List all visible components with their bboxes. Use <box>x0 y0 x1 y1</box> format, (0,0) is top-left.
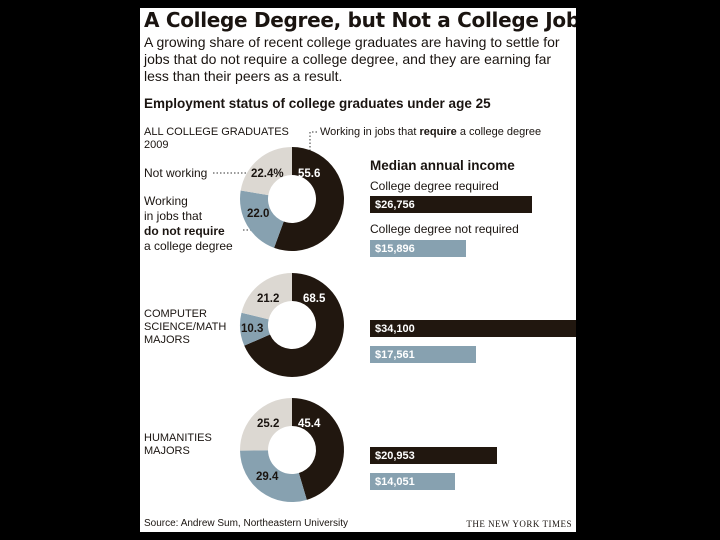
donut-slice-require <box>292 398 344 500</box>
value-label-not-require: 22.0 <box>247 208 270 220</box>
donut-humanities <box>240 398 344 502</box>
donut-slice-require <box>244 273 344 377</box>
donut-slice-not-require <box>240 312 270 346</box>
value-label-not-require: 10.3 <box>241 323 264 335</box>
credit-logo: THE NEW YORK TIMES <box>466 519 572 529</box>
label-not-require: Working in jobs that do not require a co… <box>144 194 233 254</box>
income-bar-label: $14,051 <box>375 476 415 488</box>
income-bar-label: $17,561 <box>375 349 415 361</box>
income-bar-label: $34,100 <box>375 323 415 335</box>
income-bar-label: $26,756 <box>375 199 415 211</box>
income-bar-required: $26,756 <box>370 196 532 213</box>
income-label-not-required: College degree not required <box>370 222 519 236</box>
income-label-required: College degree required <box>370 179 499 193</box>
label-line: Working <box>144 194 188 208</box>
donut-all-graduates <box>240 147 344 251</box>
donut-slice-not-working <box>240 147 292 196</box>
income-title: Median annual income <box>370 158 515 173</box>
income-bar-label: $15,896 <box>375 243 415 255</box>
section-title: Employment status of college graduates u… <box>144 96 491 111</box>
group-label-computer-science: COMPUTER SCIENCE/MATH MAJORS <box>144 308 226 347</box>
income-bar-label: $20,953 <box>375 450 415 462</box>
legend-require-part: Working in jobs that <box>320 126 420 138</box>
label-line: in jobs that <box>144 209 203 223</box>
income-bar-not-required: $15,896 <box>370 240 467 257</box>
value-label-require: 68.5 <box>303 293 326 305</box>
group-label-line: MAJORS <box>144 334 190 346</box>
income-bar-not-required: $14,051 <box>370 473 455 490</box>
group-label-line: MAJORS <box>144 445 190 457</box>
legend-require: Working in jobs that require a college d… <box>320 126 541 139</box>
donut-slice-not-require <box>240 450 307 502</box>
legend-require-part: a college degree <box>456 126 542 138</box>
value-label-not-require: 29.4 <box>256 471 279 483</box>
infographic-panel: A College Degree, but Not a College Job … <box>140 8 576 532</box>
income-bar-required: $34,100 <box>370 320 576 337</box>
income-bar-required: $20,953 <box>370 447 497 464</box>
legend-require-emphasis: require <box>419 126 457 138</box>
income-bar-not-required: $17,561 <box>370 346 477 363</box>
group-label-line: SCIENCE/MATH <box>144 321 227 333</box>
chart-subtitle: A growing share of recent college gradua… <box>144 34 560 84</box>
label-line: do not require <box>144 224 225 238</box>
group-label-line: ALL COLLEGE GRADUATES <box>144 126 289 138</box>
source-note: Source: Andrew Sum, Northeastern Univers… <box>144 518 348 529</box>
label-not-working: Not working <box>144 166 208 180</box>
value-label-not-working: 25.2 <box>257 418 280 430</box>
group-label-all: ALL COLLEGE GRADUATES 2009 <box>144 126 289 152</box>
group-label-humanities: HUMANITIES MAJORS <box>144 432 212 458</box>
group-label-line: 2009 <box>144 139 169 151</box>
value-label-require: 55.6 <box>298 168 321 180</box>
group-label-line: COMPUTER <box>144 308 207 320</box>
label-line: a college degree <box>144 239 233 253</box>
value-label-require: 45.4 <box>298 418 321 430</box>
chart-title: A College Degree, but Not a College Job <box>144 8 576 32</box>
value-label-not-working: 22.4% <box>251 168 284 180</box>
donut-slice-require <box>274 147 344 251</box>
value-label-not-working: 21.2 <box>257 293 280 305</box>
donut-slice-not-working <box>241 273 292 320</box>
donut-slice-not-require <box>240 190 284 248</box>
donut-computer-science <box>240 273 344 377</box>
group-label-line: HUMANITIES <box>144 432 212 444</box>
donut-slice-not-working <box>240 398 292 451</box>
